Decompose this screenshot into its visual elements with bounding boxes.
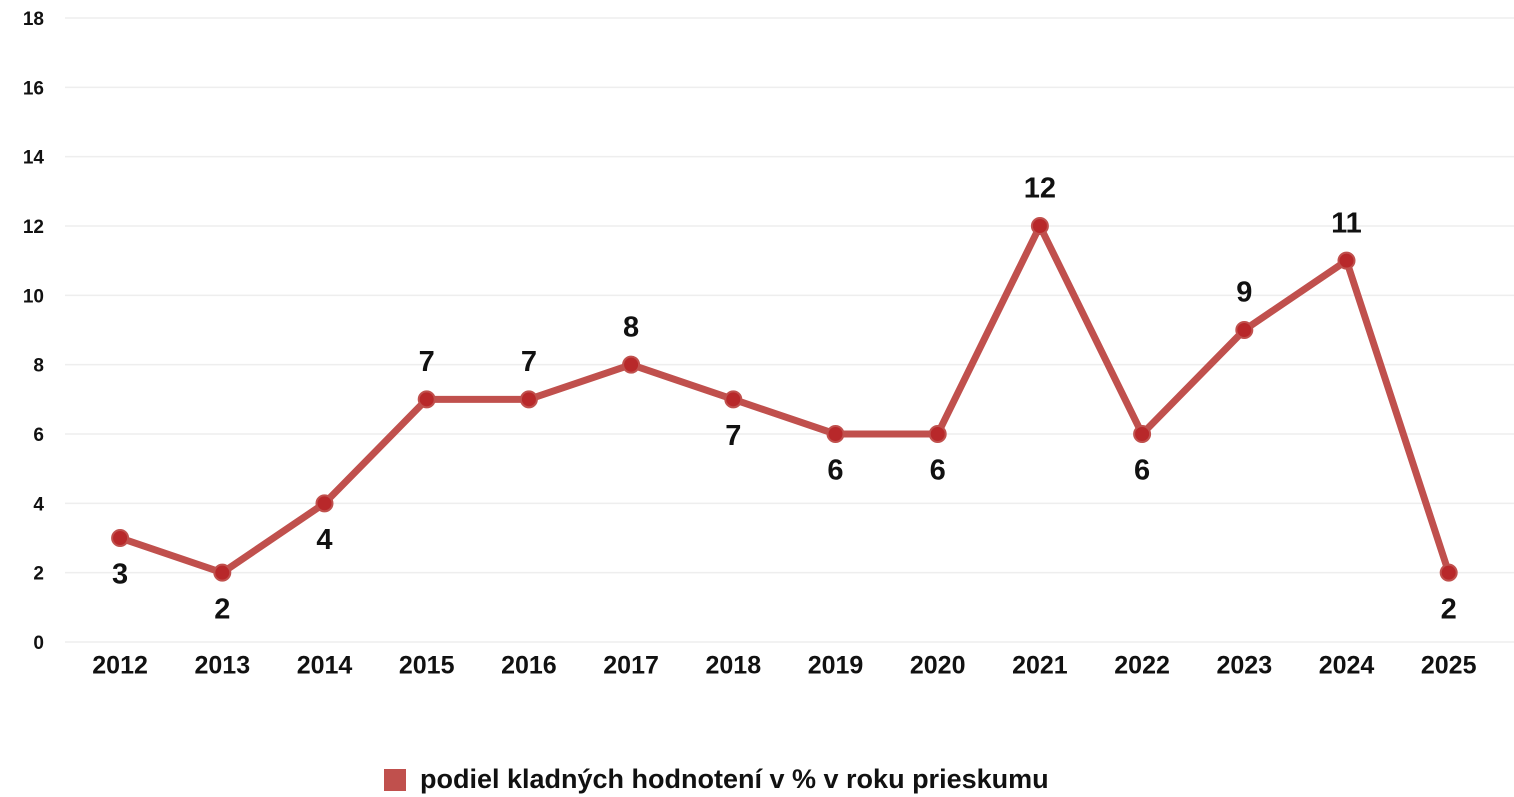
x-tick-label: 2025 <box>1421 652 1477 680</box>
y-tick-label: 6 <box>33 425 44 446</box>
data-label: 4 <box>316 524 332 556</box>
x-tick-label: 2014 <box>297 652 353 680</box>
legend-label: podiel kladných hodnotení v % v roku pri… <box>420 764 1049 794</box>
data-label: 7 <box>725 420 741 452</box>
data-label: 2 <box>214 593 230 625</box>
x-tick-label: 2013 <box>194 652 250 680</box>
data-label: 6 <box>930 455 946 487</box>
point-marker <box>826 425 845 443</box>
data-label: 7 <box>419 346 435 378</box>
point-marker <box>1030 217 1049 235</box>
point-marker <box>315 494 334 513</box>
x-tick-label: 2022 <box>1114 652 1170 680</box>
point-marker <box>1133 425 1152 443</box>
y-tick-label: 2 <box>33 564 44 585</box>
x-tick-label: 2017 <box>603 652 659 680</box>
y-tick-label: 10 <box>23 286 44 307</box>
data-label: 9 <box>1236 277 1252 309</box>
y-tick-label: 16 <box>23 78 44 99</box>
point-marker <box>622 355 641 374</box>
y-tick-label: 8 <box>33 356 44 377</box>
series-line <box>118 222 1453 577</box>
point-marker <box>519 390 538 409</box>
x-tick-label: 2023 <box>1216 652 1272 680</box>
y-tick-label: 0 <box>33 633 44 654</box>
x-tick-label: 2024 <box>1319 652 1375 680</box>
data-label: 12 <box>1024 173 1056 205</box>
x-tick-label: 2015 <box>399 652 455 680</box>
x-tick-label: 2012 <box>92 652 148 680</box>
point-marker <box>724 390 743 409</box>
data-label: 6 <box>1134 455 1150 487</box>
data-label: 8 <box>623 311 639 343</box>
data-label: 11 <box>1331 207 1362 239</box>
data-label: 3 <box>112 559 128 591</box>
legend-swatch <box>384 769 406 791</box>
point-marker <box>1439 563 1458 582</box>
point-marker <box>417 390 436 409</box>
data-label: 6 <box>827 455 843 487</box>
data-label: 2 <box>1441 593 1457 625</box>
y-tick-label: 14 <box>23 148 45 169</box>
y-tick-label: 18 <box>23 9 44 30</box>
point-marker <box>1337 251 1356 270</box>
point-marker <box>928 425 947 443</box>
x-tick-label: 2020 <box>910 652 966 680</box>
x-tick-label: 2016 <box>501 652 557 680</box>
x-tick-label: 2021 <box>1012 652 1068 680</box>
x-tick-label: 2019 <box>808 652 864 680</box>
point-marker <box>1235 321 1254 339</box>
point-marker <box>111 529 130 547</box>
x-tick-label: 2018 <box>705 652 761 680</box>
y-tick-label: 12 <box>23 217 44 238</box>
data-label: 7 <box>521 346 537 378</box>
y-tick-label: 4 <box>33 494 44 515</box>
point-marker <box>213 563 232 582</box>
